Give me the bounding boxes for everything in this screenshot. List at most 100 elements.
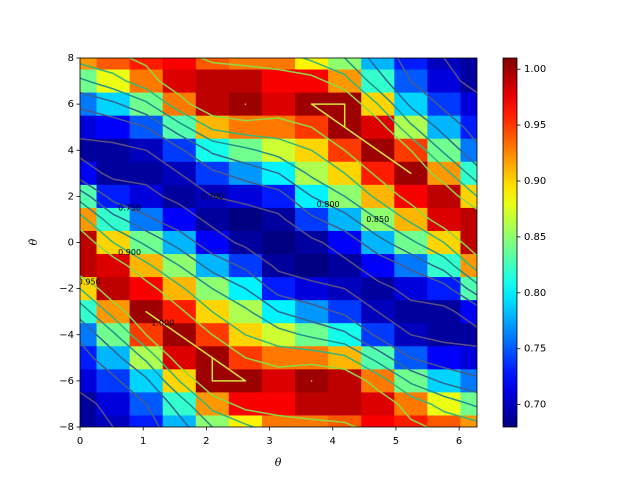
heatmap-cell xyxy=(261,369,296,394)
heatmap-cell xyxy=(394,369,428,394)
heatmap-cell xyxy=(328,207,362,232)
y-tick-label: 2 xyxy=(68,191,74,202)
colorbar xyxy=(502,57,518,428)
heatmap-cell xyxy=(295,323,329,347)
heatmap-cell xyxy=(394,184,428,209)
heatmap-cell xyxy=(460,184,477,209)
heatmap-cell xyxy=(80,138,98,163)
heatmap-cell xyxy=(361,392,395,417)
y-axis-label: θ̇ xyxy=(27,238,40,245)
contour-label: 0.700 xyxy=(201,192,224,201)
heatmap-cell xyxy=(328,300,362,324)
heatmap-cell xyxy=(129,207,164,232)
x-axis-label: θ xyxy=(275,456,282,469)
heatmap-cell xyxy=(261,138,296,163)
heatmap-cell xyxy=(80,277,98,301)
heatmap-cell xyxy=(261,184,296,209)
heatmap-cell xyxy=(80,184,98,209)
heatmap-cell xyxy=(162,392,197,417)
heatmap-cell xyxy=(328,392,362,417)
heatmap-cell xyxy=(129,161,164,186)
heatmap-cell xyxy=(460,323,477,347)
heatmap-cell xyxy=(261,415,296,427)
heatmap-cell xyxy=(261,277,296,301)
heatmap-cell xyxy=(80,369,98,394)
heatmap-cell xyxy=(361,69,395,94)
heatmap-cell xyxy=(228,138,263,163)
heatmap-cell xyxy=(328,346,362,370)
heatmap-cell xyxy=(96,58,131,71)
heatmap-cell xyxy=(228,207,263,232)
heatmap-cell xyxy=(295,207,329,232)
y-tick-label: 0 xyxy=(68,238,74,249)
heatmap-cell xyxy=(228,230,263,255)
heatmap-cell xyxy=(96,369,131,394)
heatmap-cell xyxy=(80,392,98,417)
heatmap-cell xyxy=(96,161,131,186)
heatmap-cell xyxy=(261,58,296,71)
heatmap-cell xyxy=(129,369,164,394)
contour-label: 0.950 xyxy=(78,278,101,287)
heatmap-cell xyxy=(394,300,428,324)
colorbar-tick-label: 1.00 xyxy=(524,64,546,75)
heatmap-cell xyxy=(427,69,462,94)
colorbar-tick-label: 0.85 xyxy=(524,232,546,243)
x-tick-label: 6 xyxy=(456,436,462,447)
heatmap-cell xyxy=(162,138,197,163)
heatmap-cell xyxy=(228,254,263,278)
heatmap-cell xyxy=(361,58,395,71)
heatmap-cell xyxy=(96,254,131,278)
x-tick-label: 3 xyxy=(266,436,272,447)
heatmap-cell xyxy=(460,161,477,186)
y-tick-label: −2 xyxy=(59,284,74,295)
heatmap-cell xyxy=(295,300,329,324)
heatmap-cell xyxy=(129,92,164,117)
heatmap-cell xyxy=(361,161,395,186)
heatmap-cell xyxy=(394,92,428,117)
heatmap-cell xyxy=(129,58,164,71)
contour-label: 0.850 xyxy=(366,215,389,224)
heatmap-cell xyxy=(96,69,131,94)
contour-line xyxy=(80,58,477,427)
colorbar-tick-label: 0.90 xyxy=(524,176,546,187)
heatmap-cell xyxy=(361,184,395,209)
heatmap-cell xyxy=(460,138,477,163)
heatmap-cell xyxy=(460,58,477,71)
heatmap-cell xyxy=(129,254,164,278)
heatmap-cell xyxy=(460,415,477,427)
heatmap-cell xyxy=(295,392,329,417)
heatmap-cell xyxy=(162,184,197,209)
heatmap-cell xyxy=(427,346,462,370)
y-tick-label: −8 xyxy=(59,422,74,433)
contour-line xyxy=(80,58,477,427)
heatmap-cell xyxy=(195,161,230,186)
contours: 0.700 0.750 0.800 0.850 0.900 0.950 1.000 xyxy=(78,58,477,427)
heatmap-cell xyxy=(328,69,362,94)
heatmap-cell xyxy=(261,92,296,117)
heatmap-cell xyxy=(162,346,197,370)
heatmap-cell xyxy=(394,115,428,140)
colorbar-tick-label: 0.80 xyxy=(524,288,546,299)
heatmap-cell xyxy=(96,346,131,370)
heatmap-cell xyxy=(394,230,428,255)
heatmap-cell xyxy=(328,415,362,427)
heatmap-cell xyxy=(361,369,395,394)
heatmap-cell xyxy=(80,346,98,370)
heatmap-cell xyxy=(427,184,462,209)
heatmap-cell xyxy=(295,69,329,94)
contour-label: 0.800 xyxy=(317,200,340,209)
contour-line xyxy=(80,58,477,427)
heatmap-cell xyxy=(80,254,98,278)
contour-label: 0.900 xyxy=(118,248,141,257)
heatmap-cell xyxy=(261,254,296,278)
heatmap-cell xyxy=(80,323,98,347)
heatmap-cell xyxy=(80,230,98,255)
heatmap-cell xyxy=(96,277,131,301)
heatmap-cell xyxy=(96,115,131,140)
heatmap-cell xyxy=(261,323,296,347)
heatmap-cell xyxy=(460,92,477,117)
heatmap-cell xyxy=(162,415,197,427)
heatmap-cell xyxy=(328,254,362,278)
heatmap-cell xyxy=(295,58,329,71)
